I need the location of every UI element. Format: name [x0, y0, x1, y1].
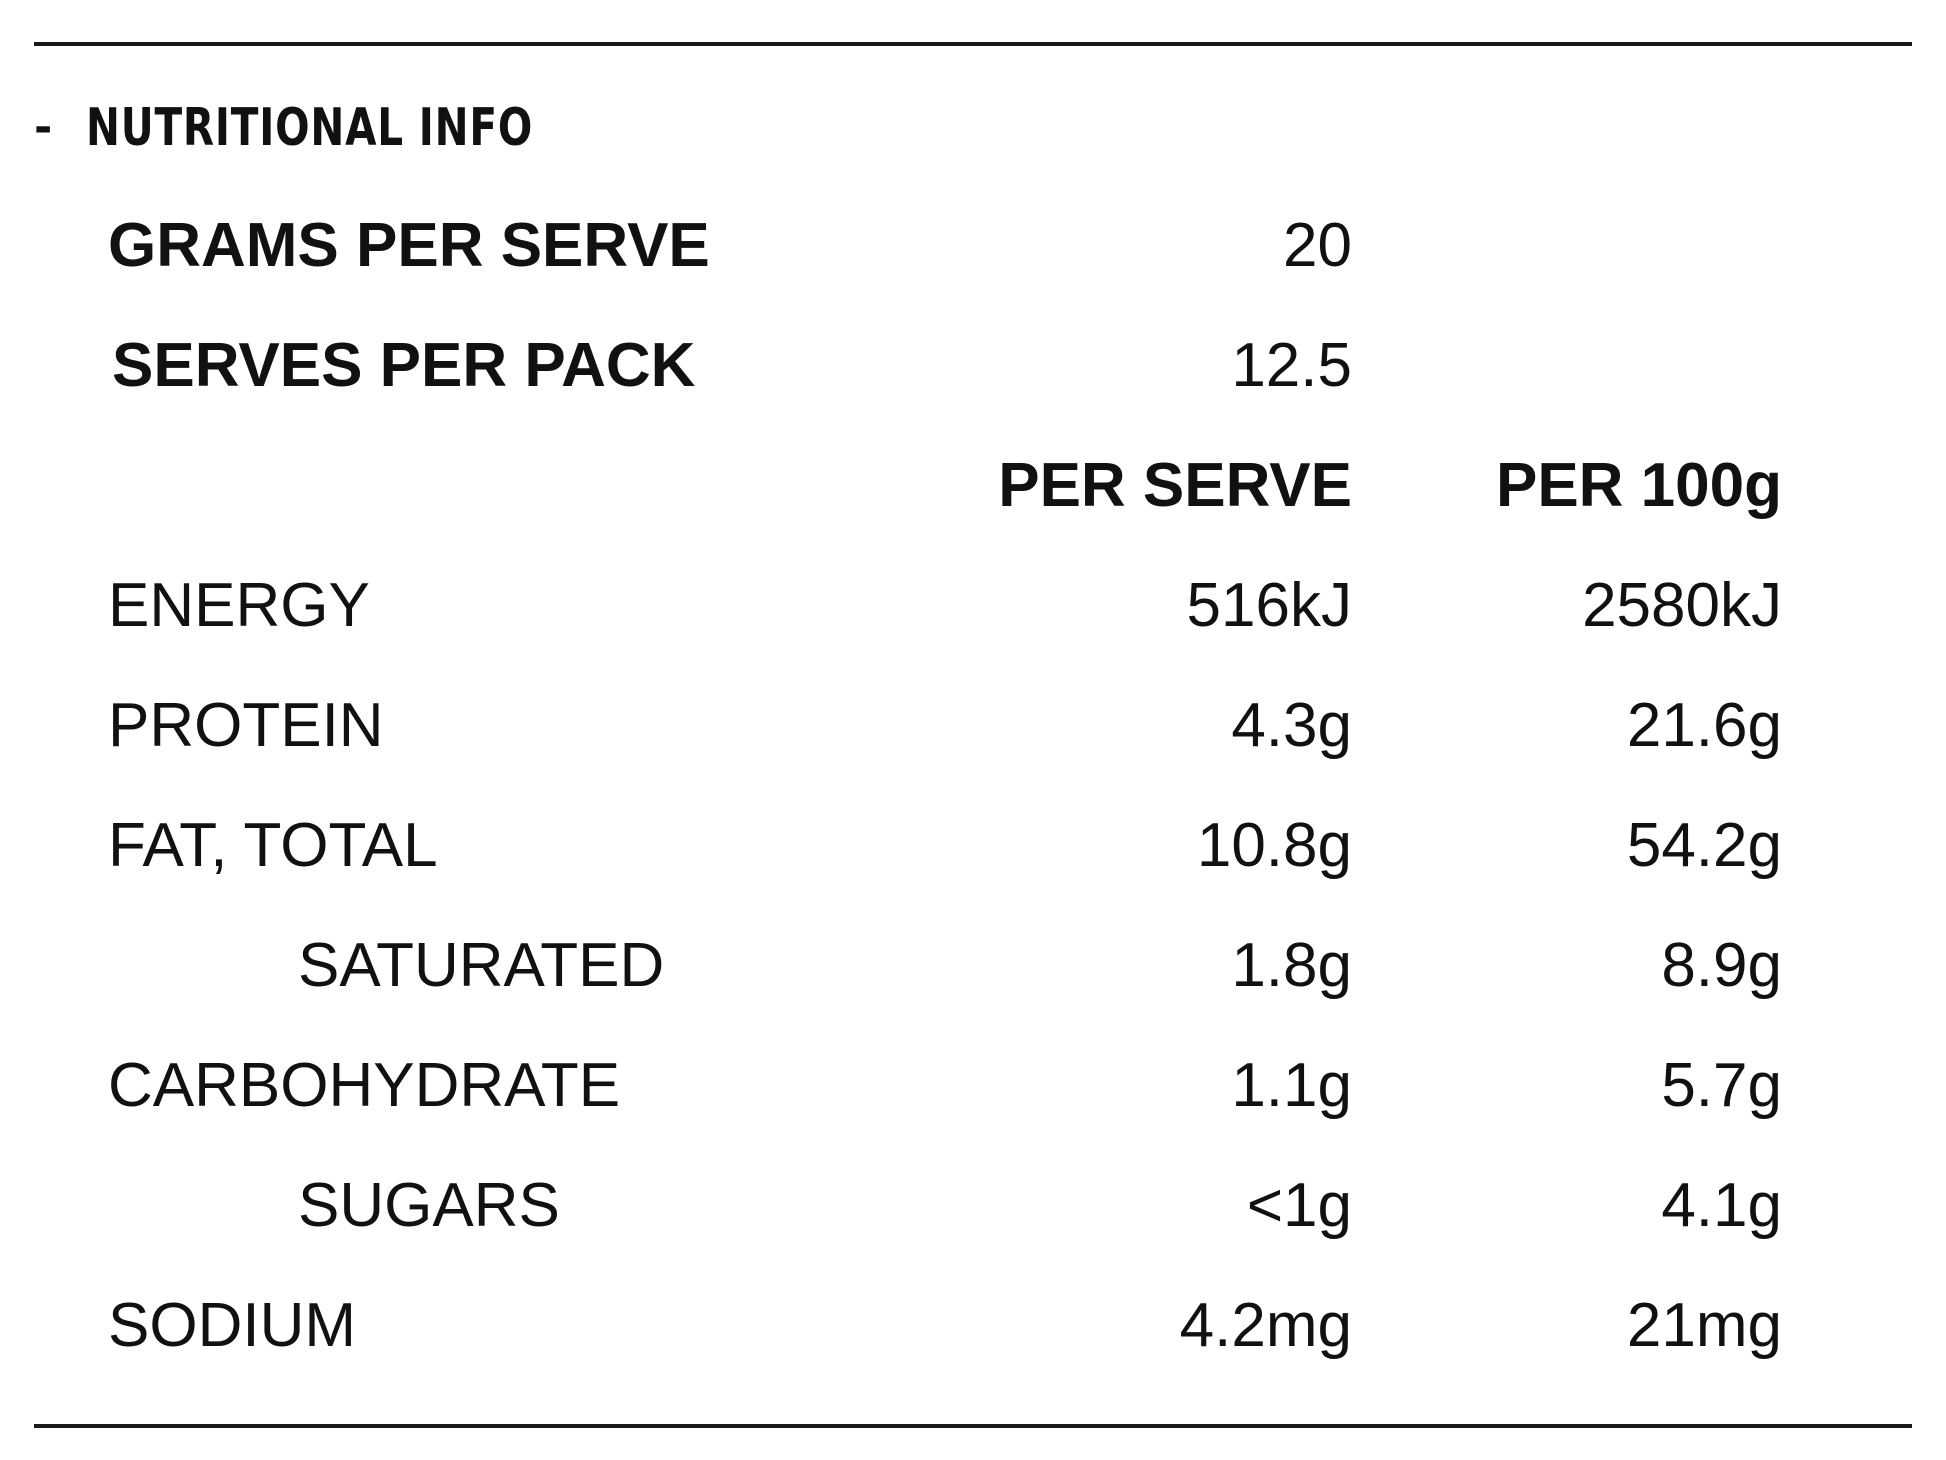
nutritional-info-toggle[interactable]: - NUTRITIONAL INFO: [34, 88, 659, 168]
per-serve-value: 516kJ: [1186, 571, 1352, 640]
grams-per-serve-row: GRAMS PER SERVE 20: [0, 186, 1946, 306]
row-label: SERVES PER PACK: [112, 331, 696, 400]
row-label: SUGARS: [298, 1171, 560, 1240]
row-value: 20: [1283, 211, 1352, 280]
row-label: FAT, TOTAL: [108, 811, 438, 880]
per-100g-value: 54.2g: [1626, 811, 1782, 880]
row-value: 12.5: [1231, 331, 1352, 400]
table-row: ENERGY 516kJ 2580kJ: [0, 546, 1946, 666]
top-divider: [34, 42, 1912, 46]
table-row: SODIUM 4.2mg 21mg: [0, 1266, 1946, 1386]
per-100g-value: 4.1g: [1661, 1171, 1782, 1240]
row-label: SATURATED: [298, 931, 665, 1000]
per-serve-value: 1.1g: [1231, 1051, 1352, 1120]
table-row: SUGARS <1g 4.1g: [0, 1146, 1946, 1266]
bottom-divider: [34, 1424, 1912, 1428]
collapse-icon: -: [34, 102, 53, 153]
per-serve-value: 4.2mg: [1179, 1291, 1352, 1360]
row-label: ENERGY: [108, 571, 370, 640]
per-serve-value: 1.8g: [1231, 931, 1352, 1000]
column-header-per-100g: PER 100g: [1495, 451, 1782, 520]
row-label: CARBOHYDRATE: [108, 1051, 621, 1120]
column-header-per-serve: PER SERVE: [998, 451, 1352, 520]
column-header-row: PER SERVE PER 100g: [0, 426, 1946, 546]
table-row: SATURATED 1.8g 8.9g: [0, 906, 1946, 1026]
per-100g-value: 21.6g: [1626, 691, 1782, 760]
table-row: CARBOHYDRATE 1.1g 5.7g: [0, 1026, 1946, 1146]
per-100g-value: 5.7g: [1661, 1051, 1782, 1120]
per-serve-value: 4.3g: [1231, 691, 1352, 760]
per-serve-value: 10.8g: [1196, 811, 1352, 880]
table-row: PROTEIN 4.3g 21.6g: [0, 666, 1946, 786]
row-label: SODIUM: [108, 1291, 356, 1360]
table-row: FAT, TOTAL 10.8g 54.2g: [0, 786, 1946, 906]
per-100g-value: 2580kJ: [1582, 571, 1782, 640]
per-100g-value: 21mg: [1626, 1291, 1782, 1360]
row-label: PROTEIN: [108, 691, 384, 760]
per-serve-value: <1g: [1246, 1171, 1352, 1240]
row-label: GRAMS PER SERVE: [108, 211, 710, 280]
serves-per-pack-row: SERVES PER PACK 12.5: [0, 306, 1946, 426]
section-title: NUTRITIONAL INFO: [86, 98, 534, 158]
per-100g-value: 8.9g: [1661, 931, 1782, 1000]
